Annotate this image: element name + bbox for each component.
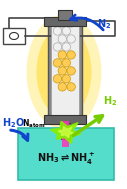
Bar bbox=[62, 121, 69, 147]
Circle shape bbox=[67, 51, 75, 59]
Circle shape bbox=[53, 43, 62, 51]
Circle shape bbox=[67, 67, 75, 75]
Circle shape bbox=[58, 35, 67, 43]
Circle shape bbox=[67, 19, 75, 27]
Circle shape bbox=[53, 75, 62, 83]
Polygon shape bbox=[58, 127, 73, 138]
Bar bbox=[61, 123, 70, 139]
Polygon shape bbox=[50, 121, 81, 143]
Ellipse shape bbox=[27, 15, 101, 129]
Circle shape bbox=[62, 27, 70, 35]
Text: $\mathbf{N_2}$: $\mathbf{N_2}$ bbox=[97, 17, 111, 31]
Bar bbox=[3, 28, 25, 44]
Circle shape bbox=[62, 75, 70, 83]
Text: $\mathbf{H_2}$: $\mathbf{H_2}$ bbox=[103, 94, 117, 108]
Bar bbox=[44, 17, 86, 26]
Circle shape bbox=[58, 83, 67, 91]
Ellipse shape bbox=[36, 27, 91, 117]
Circle shape bbox=[62, 43, 70, 51]
Circle shape bbox=[67, 35, 75, 43]
Bar bbox=[58, 10, 72, 20]
Circle shape bbox=[58, 67, 67, 75]
Circle shape bbox=[62, 59, 70, 67]
Bar bbox=[44, 115, 86, 124]
Circle shape bbox=[53, 59, 62, 67]
Text: $\mathbf{N_{atom}}$: $\mathbf{N_{atom}}$ bbox=[22, 118, 46, 130]
Circle shape bbox=[53, 27, 62, 35]
Circle shape bbox=[67, 83, 75, 91]
Circle shape bbox=[58, 51, 67, 59]
Bar bbox=[18, 128, 114, 180]
Text: $\mathbf{NH_3 \rightleftharpoons NH_4^+}$: $\mathbf{NH_3 \rightleftharpoons NH_4^+}… bbox=[37, 151, 95, 167]
Circle shape bbox=[58, 19, 67, 27]
Text: $\mathbf{H_2O}$: $\mathbf{H_2O}$ bbox=[2, 116, 25, 130]
Bar bbox=[51, 21, 79, 120]
Bar bbox=[48, 18, 82, 123]
